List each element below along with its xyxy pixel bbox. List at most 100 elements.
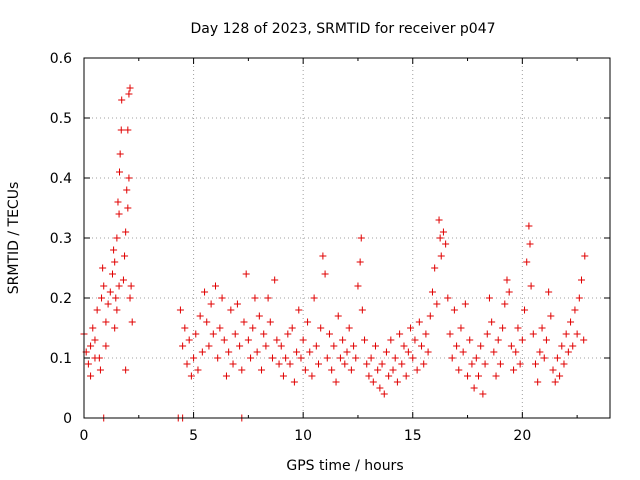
data-point <box>110 246 118 254</box>
data-point <box>542 336 550 344</box>
data-point <box>407 324 415 332</box>
y-tick-label: 0.1 <box>50 351 72 367</box>
data-point <box>545 288 553 296</box>
data-point <box>551 378 559 386</box>
data-point <box>194 366 202 374</box>
data-point <box>422 330 430 338</box>
data-point <box>284 330 292 338</box>
data-point <box>569 342 577 350</box>
data-point <box>534 378 542 386</box>
data-point <box>244 336 252 344</box>
data-point <box>382 348 390 356</box>
x-tick-label: 0 <box>80 428 89 444</box>
data-point <box>457 324 465 332</box>
data-point <box>260 330 268 338</box>
y-axis-label: SRMTID / TECUs <box>6 182 22 295</box>
data-point <box>242 270 250 278</box>
data-point <box>464 372 472 380</box>
data-point <box>117 126 125 134</box>
data-point <box>547 312 555 320</box>
data-point <box>187 372 195 380</box>
data-point <box>442 240 450 248</box>
data-point <box>214 354 222 362</box>
data-point <box>446 330 454 338</box>
data-point <box>444 294 452 302</box>
data-point <box>264 294 272 302</box>
data-point <box>567 318 575 326</box>
data-point <box>115 210 123 218</box>
data-point <box>176 306 184 314</box>
data-point <box>325 330 333 338</box>
data-point <box>190 354 198 362</box>
data-point <box>196 312 204 320</box>
data-point <box>404 348 412 356</box>
data-point <box>402 372 410 380</box>
data-point <box>249 324 257 332</box>
data-point <box>255 312 263 320</box>
data-point <box>315 360 323 368</box>
data-point <box>299 336 307 344</box>
data-point <box>116 168 124 176</box>
data-point <box>393 378 401 386</box>
data-point <box>262 342 270 350</box>
data-point <box>420 360 428 368</box>
data-point <box>87 372 95 380</box>
data-point <box>203 318 211 326</box>
axis-ticks: 0 5 10 15 20 0 0.1 0.2 0.3 0.4 0.5 0.6 <box>50 51 610 444</box>
data-point <box>98 294 106 302</box>
data-point <box>564 348 572 356</box>
data-point <box>531 360 539 368</box>
data-point <box>385 372 393 380</box>
data-point <box>490 348 498 356</box>
data-point <box>308 372 316 380</box>
data-point <box>125 90 133 98</box>
data-point <box>477 342 485 350</box>
data-point <box>558 342 566 350</box>
data-point <box>549 366 557 374</box>
data-point <box>317 324 325 332</box>
data-point <box>356 258 364 266</box>
data-points <box>80 84 589 422</box>
data-point <box>247 354 255 362</box>
data-point <box>505 288 513 296</box>
data-point <box>104 300 112 308</box>
y-tick-label: 0.6 <box>50 51 72 67</box>
data-point <box>514 324 522 332</box>
data-point <box>179 342 187 350</box>
data-point <box>222 372 230 380</box>
chart-title: Day 128 of 2023, SRMTID for receiver p04… <box>190 21 495 37</box>
data-point <box>347 366 355 374</box>
data-point <box>411 336 419 344</box>
data-point <box>426 312 434 320</box>
data-point <box>354 282 362 290</box>
data-point <box>365 372 373 380</box>
data-point <box>121 252 129 260</box>
data-point <box>481 360 489 368</box>
data-point <box>111 324 119 332</box>
data-point <box>470 384 478 392</box>
data-point <box>185 336 193 344</box>
data-point <box>378 360 386 368</box>
data-point <box>91 354 99 362</box>
data-point <box>391 354 399 362</box>
data-point <box>352 354 360 362</box>
data-point <box>268 354 276 362</box>
data-point <box>389 366 397 374</box>
data-point <box>575 294 583 302</box>
data-point <box>494 336 502 344</box>
data-point <box>343 348 351 356</box>
data-point <box>216 324 224 332</box>
data-point <box>266 318 274 326</box>
data-point <box>409 354 417 362</box>
data-point <box>100 282 108 290</box>
data-point <box>369 378 377 386</box>
data-point <box>512 348 520 356</box>
data-point <box>225 348 233 356</box>
data-point <box>205 342 213 350</box>
data-point <box>297 354 305 362</box>
data-point <box>212 282 219 290</box>
data-point <box>527 282 535 290</box>
data-point <box>503 276 511 284</box>
data-point <box>125 174 133 182</box>
data-point <box>304 318 312 326</box>
